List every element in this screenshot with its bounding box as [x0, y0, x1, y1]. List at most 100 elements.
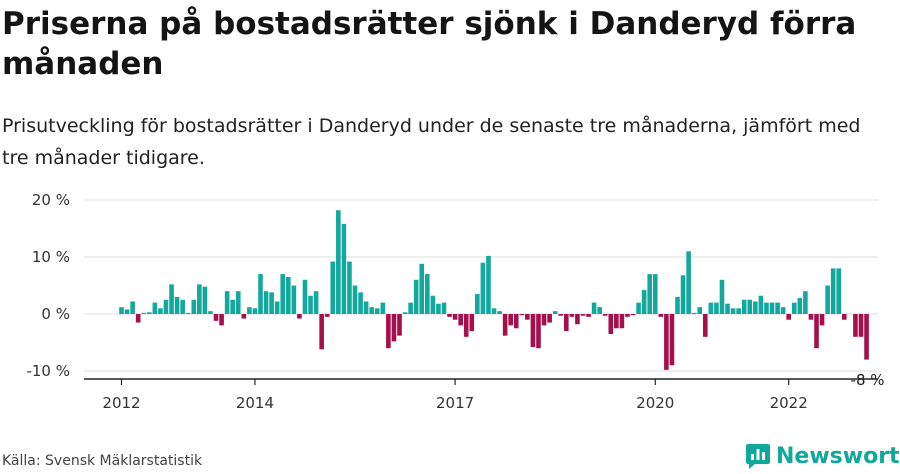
bar	[708, 302, 714, 314]
bar	[758, 295, 764, 314]
bar	[341, 223, 347, 314]
bar	[119, 307, 124, 314]
newsworthy-logo-icon	[746, 444, 770, 469]
bar-chart: 20 % 10 % 0 % -10 % 2012 2014 2017 2020 2022 -8 …	[26, 191, 885, 412]
bar	[764, 302, 769, 314]
bars	[119, 210, 869, 370]
x-tick-label: 2017	[436, 394, 474, 412]
bar	[508, 314, 513, 326]
bar	[297, 314, 302, 319]
bar	[814, 314, 819, 349]
y-tick-label: 10 %	[32, 248, 70, 266]
bar	[475, 294, 480, 314]
bar	[830, 268, 836, 314]
brand-logo[interactable]: Newsworthy	[745, 441, 900, 471]
bar	[180, 299, 185, 314]
bar	[714, 302, 719, 314]
bar	[463, 314, 469, 337]
bar	[235, 291, 241, 314]
bar	[558, 314, 564, 316]
bar	[274, 301, 280, 314]
bar	[647, 274, 652, 314]
y-tick-label: -10 %	[26, 362, 70, 380]
bar	[374, 308, 380, 314]
bar	[291, 285, 297, 314]
bar	[135, 314, 141, 323]
bar	[369, 307, 374, 314]
x-tick-label: 2020	[636, 394, 674, 412]
bar	[141, 312, 147, 314]
bar	[519, 314, 525, 316]
bar	[808, 314, 814, 320]
bar	[124, 309, 130, 314]
bar	[352, 285, 358, 314]
x-axis: 2012 2014 2017 2020 2022 -8 %	[84, 371, 885, 412]
bar	[425, 274, 430, 314]
bar	[336, 210, 341, 314]
bar	[419, 263, 425, 314]
bar	[347, 261, 352, 314]
bar	[747, 299, 753, 314]
bar	[302, 279, 308, 314]
bar	[703, 314, 708, 337]
bar	[719, 279, 725, 314]
bar	[191, 299, 197, 314]
bar	[202, 286, 208, 314]
bar	[174, 296, 180, 314]
bar	[324, 314, 330, 317]
bar	[858, 314, 864, 337]
bar	[741, 299, 747, 314]
bar	[497, 311, 502, 314]
bar	[686, 251, 691, 314]
bar	[769, 302, 775, 314]
bar	[513, 314, 519, 329]
bar	[586, 314, 591, 317]
x-tick-label: 2014	[236, 394, 274, 412]
bar	[436, 303, 441, 314]
bar	[491, 308, 497, 314]
bar	[397, 314, 402, 336]
bar	[408, 302, 413, 314]
bar	[552, 311, 558, 314]
bar	[224, 291, 230, 314]
bar	[658, 314, 664, 317]
y-tick-label: 0 %	[41, 305, 70, 323]
bar	[441, 302, 447, 314]
bar	[130, 301, 135, 314]
bar	[219, 314, 224, 326]
x-tick-label: 2012	[102, 394, 140, 412]
bar	[786, 314, 791, 320]
bar	[330, 261, 336, 314]
bar	[547, 314, 552, 323]
bar	[591, 302, 597, 314]
bar	[736, 308, 741, 314]
bar	[664, 314, 669, 370]
bar	[263, 291, 269, 314]
bar	[185, 312, 191, 314]
bar	[853, 314, 858, 337]
bar	[564, 314, 569, 332]
bar	[247, 307, 252, 314]
bar	[691, 312, 697, 314]
bar	[452, 314, 458, 320]
chart-subtitle: Prisutveckling för bostadsrätter i Dande…	[2, 115, 861, 169]
bar	[197, 284, 202, 314]
bar	[614, 314, 619, 329]
bar	[169, 284, 174, 314]
bar	[163, 299, 169, 314]
bar	[402, 312, 408, 314]
bar	[269, 292, 274, 314]
bar	[725, 303, 730, 314]
bar	[730, 308, 736, 314]
bar	[469, 314, 475, 332]
bar	[541, 314, 547, 326]
bar	[386, 314, 391, 349]
bar	[313, 291, 319, 314]
bar	[753, 301, 758, 314]
bar	[280, 274, 286, 314]
bar	[652, 274, 658, 314]
bar	[363, 301, 369, 314]
bar	[842, 314, 847, 320]
bar	[608, 314, 614, 334]
bar	[597, 307, 602, 314]
